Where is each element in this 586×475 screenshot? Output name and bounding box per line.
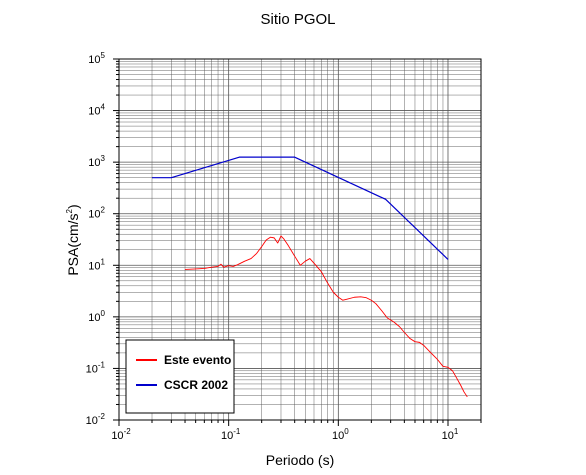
y-tick-label-base: 10 bbox=[88, 54, 100, 66]
x-tick-label: 100 bbox=[332, 427, 349, 442]
x-tick-label: 10-1 bbox=[221, 427, 241, 442]
y-tick-label-base: 10 bbox=[86, 363, 98, 375]
plot-frame bbox=[118, 58, 482, 421]
y-tick-label: 10-2 bbox=[86, 412, 106, 427]
x-axis-label: Periodo (s) bbox=[266, 452, 334, 468]
x-tick-label-base: 10 bbox=[442, 430, 454, 442]
x-tick-label-base: 10 bbox=[111, 430, 123, 442]
x-tick-label: 10-2 bbox=[111, 427, 131, 442]
y-tick-label-base: 10 bbox=[88, 312, 100, 324]
y-tick-label: 105 bbox=[88, 51, 105, 66]
y-tick-label: 103 bbox=[88, 154, 105, 169]
y-axis-label-superscript: 2 bbox=[65, 208, 74, 213]
y-tick-label-exponent: 5 bbox=[101, 51, 106, 60]
y-tick-label-base: 10 bbox=[88, 106, 100, 118]
legend-box bbox=[125, 339, 235, 414]
y-tick-label-exponent: -2 bbox=[98, 412, 106, 421]
y-tick-label-exponent: 1 bbox=[101, 257, 106, 266]
x-tick-label: 101 bbox=[442, 427, 459, 442]
x-tick-label-base: 10 bbox=[332, 430, 344, 442]
y-tick-label-base: 10 bbox=[88, 260, 100, 272]
series-line-cscr-2002 bbox=[152, 156, 449, 260]
x-tick-label-base: 10 bbox=[221, 430, 233, 442]
grid bbox=[118, 58, 482, 421]
y-tick-label-exponent: -1 bbox=[98, 360, 106, 369]
x-tick-label-exponent: -2 bbox=[124, 427, 132, 436]
y-axis-label-end: ) bbox=[65, 204, 81, 209]
y-tick-label-base: 10 bbox=[88, 209, 100, 221]
legend-label-este-evento: Este evento bbox=[164, 353, 231, 367]
chart-title: Sitio PGOL bbox=[260, 11, 335, 28]
y-tick-label: 100 bbox=[88, 309, 105, 324]
series-line-este-evento bbox=[184, 235, 468, 398]
legend-label-cscr-2002: CSCR 2002 bbox=[164, 378, 228, 392]
legend: Este evento CSCR 2002 bbox=[125, 339, 235, 414]
y-tick-label-exponent: 2 bbox=[101, 206, 106, 215]
y-tick-label-exponent: 4 bbox=[101, 103, 106, 112]
x-tick-label-exponent: 0 bbox=[344, 427, 349, 436]
y-tick-label-base: 10 bbox=[86, 415, 98, 427]
x-tick-label-exponent: -1 bbox=[233, 427, 241, 436]
y-tick-label: 104 bbox=[88, 103, 105, 118]
y-tick-label-exponent: 0 bbox=[101, 309, 106, 318]
y-tick-label-base: 10 bbox=[88, 157, 100, 169]
y-tick-label: 101 bbox=[88, 257, 105, 272]
x-tick-label-exponent: 1 bbox=[454, 427, 459, 436]
y-axis-label-base: PSA(cm/s bbox=[65, 213, 81, 275]
y-tick-label: 102 bbox=[88, 206, 105, 221]
series-lines bbox=[152, 156, 468, 398]
y-axis-label: PSA(cm/s2) bbox=[65, 204, 81, 275]
y-tick-label-exponent: 3 bbox=[101, 154, 106, 163]
y-tick-label: 10-1 bbox=[86, 360, 106, 375]
